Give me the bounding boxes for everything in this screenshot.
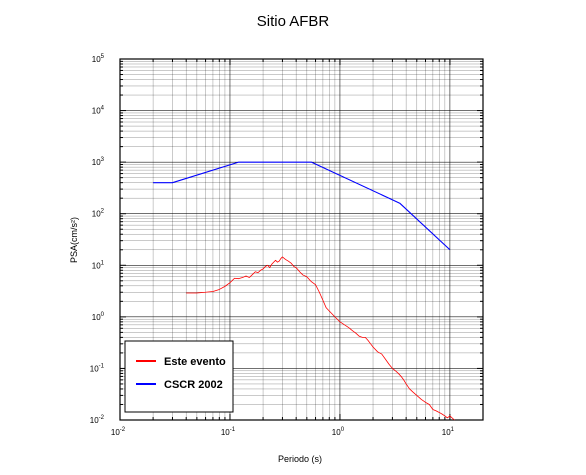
series-line-este-evento	[186, 256, 455, 421]
chart-title: Sitio AFBR	[257, 13, 330, 30]
y-tick-label: 101	[92, 260, 105, 270]
y-tick-label: 10-2	[90, 415, 105, 425]
x-tick-label: 10-2	[111, 427, 126, 437]
x-tick-labels: 10-2 10-1 100 101	[111, 427, 455, 437]
y-axis-label: PSA(cm/s²)	[69, 217, 79, 263]
legend-label-cscr-2002: CSCR 2002	[164, 379, 223, 391]
y-tick-label: 100	[92, 312, 105, 322]
y-tick-labels: 10-2 10-1 100 101 102 103 104 105	[90, 54, 105, 425]
series-lines	[153, 161, 455, 421]
y-tick-label: 104	[92, 106, 105, 116]
axis-ticks	[119, 58, 484, 421]
y-tick-label: 10-1	[90, 363, 105, 373]
legend-box	[124, 340, 234, 413]
legend: Este evento CSCR 2002	[124, 340, 234, 413]
y-tick-label: 105	[92, 54, 105, 64]
y-tick-label: 103	[92, 157, 105, 167]
y-tick-label: 102	[92, 209, 105, 219]
plot-frame	[119, 58, 484, 421]
legend-label-este-evento: Este evento	[164, 356, 226, 368]
x-tick-label: 101	[442, 427, 455, 437]
x-axis-label: Periodo (s)	[278, 454, 322, 464]
x-tick-label: 10-1	[221, 427, 236, 437]
plot-border	[119, 58, 484, 421]
x-tick-label: 100	[332, 427, 345, 437]
series-line-cscr-2002	[153, 161, 451, 251]
